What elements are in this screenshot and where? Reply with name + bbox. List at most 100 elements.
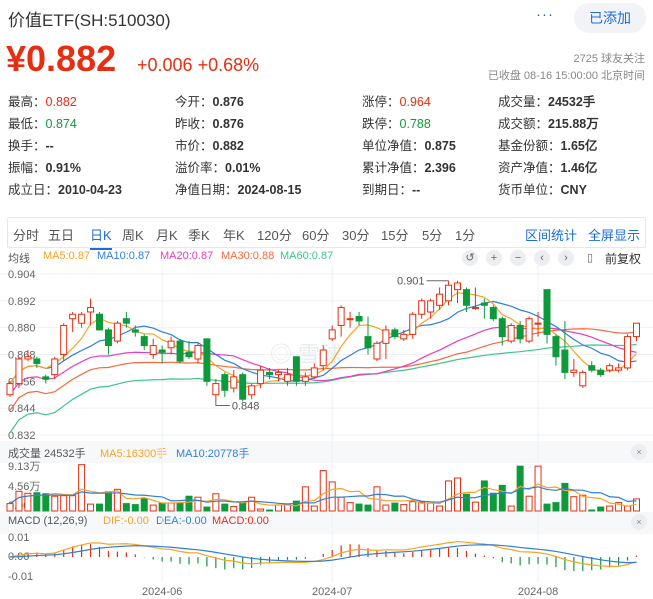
candle-body	[221, 374, 229, 391]
stat-label: 换手：	[8, 139, 46, 153]
ma60-line	[9, 343, 637, 434]
candle-body	[471, 307, 479, 310]
candle	[400, 329, 408, 342]
candle-body	[301, 376, 309, 382]
low-marker-line	[215, 401, 230, 406]
ma5-legend: MA5:0.87	[43, 250, 91, 262]
volume-bar	[257, 508, 265, 512]
candle-style-icon[interactable]: ▯	[586, 252, 594, 264]
tab-11[interactable]: 5分	[422, 228, 443, 243]
candle-body	[167, 340, 175, 349]
macd-legend-label: MACD (12,26,9)	[8, 515, 88, 527]
dea-legend: DEA:-0.00	[156, 515, 207, 527]
stat-label: 最高：	[8, 95, 46, 109]
fullscreen-link[interactable]: 全屏显示	[588, 228, 641, 243]
tab-5[interactable]: 季K	[188, 228, 210, 243]
dif-line	[9, 540, 637, 568]
page-title: 价值ETF(SH:510030)	[8, 11, 171, 30]
candle-body	[104, 329, 112, 347]
volume-bar	[69, 495, 77, 512]
candle	[588, 361, 596, 373]
volume-bar	[561, 482, 569, 512]
candle	[355, 312, 363, 326]
candle-body	[51, 358, 59, 376]
candle	[203, 338, 211, 386]
volume-bar	[427, 502, 435, 512]
volume-bar	[588, 509, 596, 512]
more-icon[interactable]: ···	[536, 6, 554, 23]
candle	[579, 370, 587, 389]
range-stats-link[interactable]: 区间统计	[525, 228, 578, 243]
followers-count[interactable]: 2725 球友关注	[573, 53, 645, 65]
candle	[525, 316, 533, 344]
candle-body	[266, 371, 274, 376]
tab-0[interactable]: 分时	[13, 228, 40, 243]
candle	[534, 312, 542, 337]
candle-body	[96, 313, 103, 331]
stat-value: 0.964	[399, 95, 431, 109]
candle-body	[552, 336, 560, 358]
stat-label: 基金份额：	[498, 139, 561, 153]
volume-bar	[337, 496, 345, 512]
candle	[507, 323, 515, 344]
volume-bar	[15, 490, 23, 512]
stat-label: 成交额：	[498, 117, 549, 131]
stat-value: 2.396	[424, 161, 456, 175]
volume-bar	[436, 505, 444, 512]
candle-body	[391, 329, 399, 338]
stat-item: 成立日：2010-04-23	[8, 179, 122, 198]
undo-icon[interactable]: ↺	[462, 250, 478, 266]
pan-right-icon[interactable]: ›	[558, 250, 574, 266]
close-macd-icon[interactable]: ×	[631, 514, 647, 530]
volume-bar	[534, 465, 542, 512]
zoom-in-icon[interactable]: +	[486, 250, 502, 266]
tab-6[interactable]: 年K	[223, 228, 245, 243]
tab-7[interactable]: 120分	[257, 228, 292, 243]
candle-body	[543, 289, 551, 335]
candle	[212, 379, 220, 402]
volume-bar	[6, 503, 14, 512]
candle-body	[570, 369, 578, 373]
tab-3[interactable]: 周K	[122, 228, 144, 243]
tab-4[interactable]: 月K	[156, 228, 178, 243]
tab-2[interactable]: 日K	[90, 225, 112, 250]
candle-body	[194, 345, 202, 360]
volume-bar	[113, 488, 121, 512]
candle-body	[203, 338, 211, 382]
tab-1[interactable]: 五日	[48, 228, 75, 243]
tab-8[interactable]: 60分	[302, 228, 330, 243]
volume-bar	[239, 502, 247, 512]
candle-body	[149, 345, 157, 355]
volume-bar	[203, 506, 211, 512]
tab-10[interactable]: 15分	[381, 228, 409, 243]
candle	[409, 312, 417, 339]
stat-item: 累计净值：2.396	[362, 157, 456, 176]
candle-body	[69, 313, 77, 320]
close-volume-icon[interactable]: ×	[631, 444, 647, 460]
candle-body	[615, 367, 623, 371]
candle-body	[212, 383, 220, 396]
candle	[427, 298, 435, 319]
ma30-legend: MA30:0.88	[221, 250, 275, 262]
dif-legend: DIF:-0.00	[103, 515, 149, 527]
zoom-out-icon[interactable]: −	[510, 250, 526, 266]
candle	[230, 370, 238, 393]
added-button[interactable]: 已添加	[574, 3, 646, 33]
candle	[328, 325, 336, 342]
volume-bar	[543, 503, 551, 512]
candle-body	[633, 322, 640, 338]
candle-body	[364, 336, 372, 349]
candle	[462, 287, 470, 313]
candle	[140, 334, 148, 351]
candle-body	[87, 307, 95, 313]
adjust-mode-select[interactable]: 前复权	[605, 252, 642, 266]
tab-12[interactable]: 1分	[455, 228, 476, 243]
candle-body	[436, 293, 444, 306]
candle-body	[78, 313, 86, 324]
candle	[364, 316, 372, 355]
tab-9[interactable]: 30分	[342, 228, 370, 243]
volume-bar	[140, 498, 148, 512]
candle	[454, 280, 461, 304]
pan-left-icon[interactable]: ‹	[534, 250, 550, 266]
